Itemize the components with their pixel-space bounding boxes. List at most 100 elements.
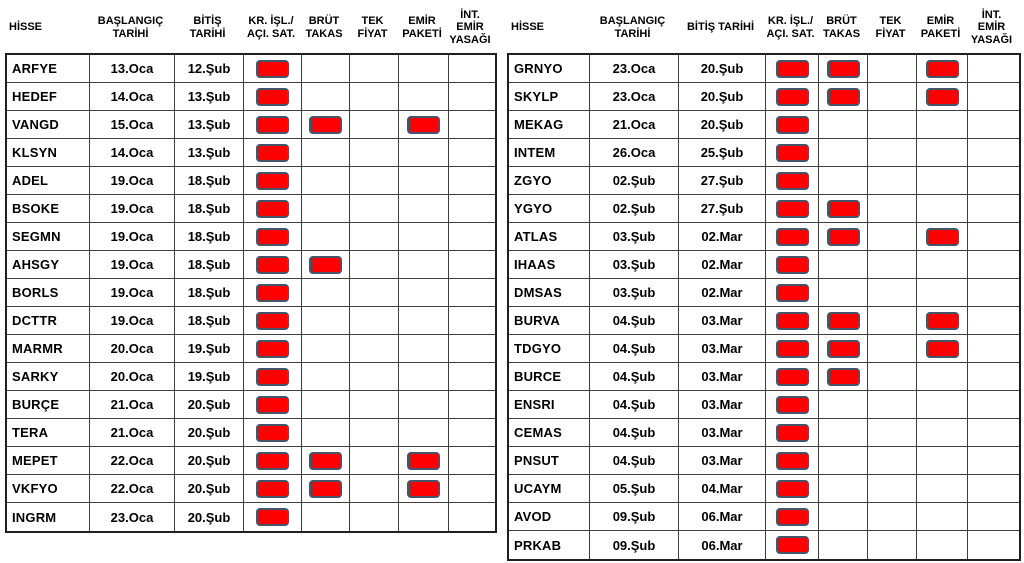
table-body: ARFYE 13.Oca 12.Şub HEDEF 14.Oca 13.Şub VANGD 1… — [5, 53, 497, 533]
brut-takas-cell — [819, 475, 868, 503]
start-date-cell: 21.Oca — [90, 391, 175, 419]
brut-takas-cell — [819, 307, 868, 335]
stock-code-cell: MEKAG — [509, 111, 590, 139]
stock-code-cell: VANGD — [7, 111, 90, 139]
emir-paketi-cell — [399, 251, 449, 279]
table-row: HEDEF 14.Oca 13.Şub — [7, 83, 495, 111]
start-date-cell: 26.Oca — [590, 139, 679, 167]
end-date-cell: 27.Şub — [679, 195, 766, 223]
stock-code-cell: ZGYO — [509, 167, 590, 195]
int-emir-yasagi-cell — [968, 195, 1019, 223]
column-header-brut-takas: BRÜT TAKAS — [305, 15, 343, 40]
table-header-row: HİSSE BAŞLANGIÇ TARİHİ BİTİŞ TARİHİ KR. İŞL… — [5, 2, 497, 53]
kr-isl-aci-sat-cell — [244, 55, 302, 83]
end-date-cell: 03.Mar — [679, 447, 766, 475]
kr-isl-aci-sat-cell — [766, 419, 819, 447]
int-emir-yasagi-cell — [968, 83, 1019, 111]
start-date-cell: 23.Oca — [590, 55, 679, 83]
int-emir-yasagi-cell — [968, 111, 1019, 139]
end-date-cell: 27.Şub — [679, 167, 766, 195]
kr-isl-aci-sat-cell — [766, 251, 819, 279]
stock-code-cell: UCAYM — [509, 475, 590, 503]
end-date-cell: 18.Şub — [175, 251, 244, 279]
kr-isl-aci-sat-cell — [766, 503, 819, 531]
emir-paketi-cell — [917, 167, 968, 195]
end-date-cell: 03.Mar — [679, 307, 766, 335]
brut-takas-cell — [302, 111, 350, 139]
kr-isl-aci-sat-cell — [244, 419, 302, 447]
table-row: BURVA 04.Şub 03.Mar — [509, 307, 1019, 335]
tek-fiyat-cell — [868, 307, 917, 335]
stock-code-cell: PRKAB — [509, 531, 590, 559]
int-emir-yasagi-cell — [449, 251, 495, 279]
start-date-cell: 19.Oca — [90, 251, 175, 279]
start-date-cell: 13.Oca — [90, 55, 175, 83]
tek-fiyat-cell — [350, 167, 399, 195]
end-date-cell: 20.Şub — [175, 391, 244, 419]
emir-paketi-cell — [399, 195, 449, 223]
emir-paketi-cell — [399, 139, 449, 167]
emir-paketi-cell — [399, 83, 449, 111]
start-date-cell: 19.Oca — [90, 195, 175, 223]
int-emir-yasagi-cell — [968, 335, 1019, 363]
table-row: PNSUT 04.Şub 03.Mar — [509, 447, 1019, 475]
emir-paketi-cell — [917, 83, 968, 111]
kr-isl-aci-sat-cell — [766, 475, 819, 503]
table-row: PRKAB 09.Şub 06.Mar — [509, 531, 1019, 559]
int-emir-yasagi-cell — [968, 531, 1019, 559]
kr-isl-aci-sat-cell — [766, 83, 819, 111]
kr-isl-aci-sat-cell — [766, 447, 819, 475]
end-date-cell: 02.Mar — [679, 251, 766, 279]
table-row: INTEM 26.Oca 25.Şub — [509, 139, 1019, 167]
int-emir-yasagi-cell — [968, 363, 1019, 391]
table-row: DMSAS 03.Şub 02.Mar — [509, 279, 1019, 307]
brut-takas-cell — [819, 447, 868, 475]
restriction-badge — [826, 87, 860, 106]
tek-fiyat-cell — [350, 419, 399, 447]
emir-paketi-cell — [917, 111, 968, 139]
kr-isl-aci-sat-cell — [244, 335, 302, 363]
stock-code-cell: ARFYE — [7, 55, 90, 83]
kr-isl-aci-sat-cell — [766, 279, 819, 307]
restriction-badge — [775, 311, 809, 330]
tek-fiyat-cell — [868, 223, 917, 251]
restriction-badge — [775, 423, 809, 442]
int-emir-yasagi-cell — [449, 391, 495, 419]
restriction-badge — [826, 311, 860, 330]
restriction-badge — [256, 339, 289, 358]
int-emir-yasagi-cell — [968, 475, 1019, 503]
table-row: MEKAG 21.Oca 20.Şub — [509, 111, 1019, 139]
end-date-cell: 13.Şub — [175, 139, 244, 167]
start-date-cell: 19.Oca — [90, 167, 175, 195]
emir-paketi-cell — [399, 55, 449, 83]
table-row: ENSRI 04.Şub 03.Mar — [509, 391, 1019, 419]
start-date-cell: 15.Oca — [90, 111, 175, 139]
int-emir-yasagi-cell — [449, 363, 495, 391]
restriction-badge — [309, 115, 342, 134]
restriction-badge — [407, 115, 440, 134]
table-row: YGYO 02.Şub 27.Şub — [509, 195, 1019, 223]
tek-fiyat-cell — [868, 335, 917, 363]
kr-isl-aci-sat-cell — [244, 503, 302, 531]
tek-fiyat-cell — [350, 279, 399, 307]
end-date-cell: 18.Şub — [175, 279, 244, 307]
end-date-cell: 03.Mar — [679, 419, 766, 447]
restriction-badge — [309, 479, 342, 498]
emir-paketi-cell — [399, 335, 449, 363]
table-row: INGRM 23.Oca 20.Şub — [7, 503, 495, 531]
restriction-badge — [775, 199, 809, 218]
kr-isl-aci-sat-cell — [766, 223, 819, 251]
restriction-badge — [775, 171, 809, 190]
int-emir-yasagi-cell — [968, 167, 1019, 195]
tek-fiyat-cell — [868, 83, 917, 111]
brut-takas-cell — [302, 55, 350, 83]
tek-fiyat-cell — [868, 251, 917, 279]
restriction-badge — [256, 115, 289, 134]
emir-paketi-cell — [917, 307, 968, 335]
restriction-table-right: HİSSE BAŞLANGIÇ TARİHİ BİTİŞ TARİHİ KR. İŞL… — [507, 2, 1021, 561]
restriction-badge — [256, 59, 289, 78]
kr-isl-aci-sat-cell — [244, 111, 302, 139]
tek-fiyat-cell — [868, 139, 917, 167]
brut-takas-cell — [819, 111, 868, 139]
tek-fiyat-cell — [868, 167, 917, 195]
